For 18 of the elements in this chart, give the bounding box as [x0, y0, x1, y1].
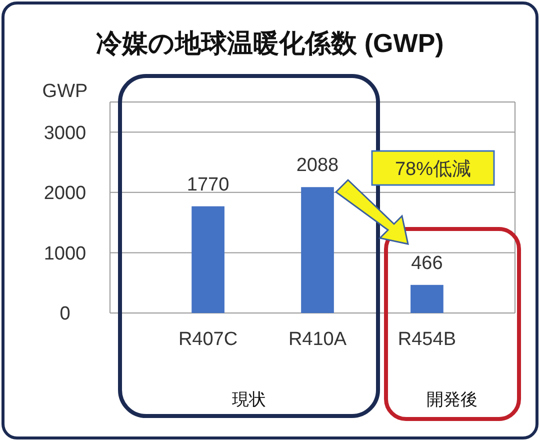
x-tick-label: R410A — [288, 329, 347, 350]
y-tick-label: 1000 — [44, 243, 86, 264]
data-label: 2088 — [296, 155, 339, 176]
data-label: 1770 — [186, 174, 230, 196]
chart-title: 冷媒の地球温暖化係数 (GWP) — [96, 28, 444, 58]
bar — [192, 206, 224, 313]
y-tick-label: 3000 — [44, 122, 86, 144]
text: 開発後 — [426, 390, 478, 409]
data-label: 466 — [411, 252, 443, 274]
text: 現状 — [232, 390, 266, 409]
annotation: 78%低減 — [394, 159, 472, 180]
bar — [301, 187, 334, 313]
x-tick-label: R454B — [398, 329, 456, 350]
x-tick-label: R407C — [178, 329, 238, 350]
y-axis-title: GWP — [42, 81, 88, 102]
y-tick-label: 0 — [60, 304, 70, 325]
bar — [410, 284, 444, 313]
y-tick-label: 2000 — [44, 183, 86, 204]
